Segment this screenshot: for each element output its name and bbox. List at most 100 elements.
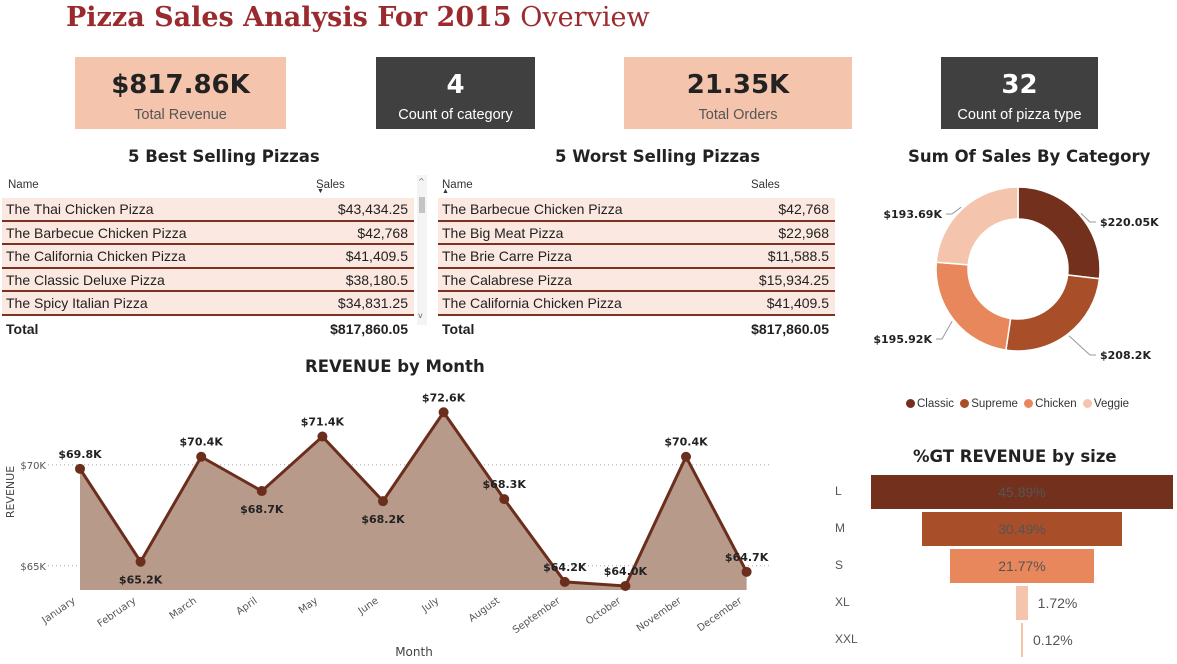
cell-sales: $41,409.5 bbox=[766, 295, 829, 311]
data-label: $64.0K bbox=[604, 565, 648, 578]
worst-selling-table[interactable]: Name ▲ Sales The Barbecue Chicken Pizza $… bbox=[438, 174, 835, 340]
table-scrollbar[interactable]: ^ v bbox=[417, 175, 427, 325]
cell-sales: $41,409.5 bbox=[345, 248, 408, 264]
kpi-label: Total Orders bbox=[698, 107, 778, 123]
cell-sales: $42,768 bbox=[778, 201, 829, 217]
funnel-bar[interactable] bbox=[1021, 623, 1023, 657]
area-fill bbox=[80, 412, 747, 590]
x-axis-label: Month bbox=[395, 645, 433, 659]
table-row[interactable]: The Barbecue Chicken Pizza $42,768 bbox=[2, 221, 414, 245]
table-row[interactable]: The Spicy Italian Pizza $34,831.25 bbox=[2, 292, 414, 316]
kpi-count-category[interactable]: 4 Count of category bbox=[376, 57, 535, 129]
col-header-sales[interactable]: Sales bbox=[316, 179, 345, 191]
col-header-sales[interactable]: Sales bbox=[751, 179, 780, 191]
table-row[interactable]: The California Chicken Pizza $41,409.5 bbox=[2, 245, 414, 269]
data-label: $68.7K bbox=[240, 503, 284, 516]
kpi-label: Count of pizza type bbox=[957, 107, 1082, 123]
table-row[interactable]: The Barbecue Chicken Pizza $42,768 bbox=[438, 198, 835, 222]
data-point bbox=[317, 431, 328, 442]
x-tick-label: January bbox=[40, 595, 78, 626]
data-point bbox=[75, 463, 85, 474]
data-label: $193.69K bbox=[883, 208, 942, 221]
table-row[interactable]: The Thai Chicken Pizza $43,434.25 bbox=[2, 198, 414, 222]
legend-item-classic[interactable]: Classic bbox=[906, 398, 954, 410]
funnel-category-label: L bbox=[835, 484, 842, 498]
col-header-name[interactable]: Name bbox=[8, 179, 39, 191]
table-row[interactable]: The Calabrese Pizza $15,934.25 bbox=[438, 268, 835, 292]
data-point bbox=[499, 494, 510, 505]
table-header: Name Sales ▼ bbox=[2, 174, 414, 198]
funnel-bar[interactable] bbox=[921, 512, 1123, 546]
legend-dot bbox=[1082, 399, 1092, 408]
cell-sales: $43,434.25 bbox=[337, 201, 408, 217]
scroll-up-icon[interactable]: ^ bbox=[418, 177, 425, 186]
table-row[interactable]: The Brie Carre Pizza $11,588.5 bbox=[438, 245, 835, 269]
legend-item-chicken[interactable]: Chicken bbox=[1024, 398, 1077, 410]
data-label: $71.4K bbox=[301, 416, 345, 429]
data-point bbox=[559, 576, 570, 587]
total-value: $817,860.05 bbox=[751, 320, 829, 337]
donut-chart-title: Sum Of Sales By Category bbox=[908, 147, 1151, 166]
legend-dot bbox=[1024, 399, 1034, 408]
kpi-count-pizza-type[interactable]: 32 Count of pizza type bbox=[941, 57, 1098, 129]
data-point bbox=[256, 486, 267, 497]
data-point bbox=[196, 451, 207, 462]
legend-label: Chicken bbox=[1035, 398, 1077, 410]
data-point bbox=[681, 451, 691, 462]
cell-sales: $11,588.5 bbox=[767, 248, 829, 264]
leader-line bbox=[946, 206, 962, 215]
data-label: $208.2K bbox=[1100, 349, 1151, 362]
cell-name: The Barbecue Chicken Pizza bbox=[442, 201, 623, 217]
x-tick-label: April bbox=[234, 595, 259, 617]
leader-line bbox=[1080, 212, 1096, 223]
best-selling-table[interactable]: Name Sales ▼ The Thai Chicken Pizza $43,4… bbox=[2, 174, 414, 340]
revenue-chart-title: REVENUE by Month bbox=[305, 357, 485, 376]
table-row[interactable]: The California Chicken Pizza $41,409.5 bbox=[438, 292, 835, 316]
legend-item-veggie[interactable]: Veggie bbox=[1082, 398, 1130, 410]
kpi-value: 32 bbox=[1001, 70, 1038, 100]
funnel-bar[interactable] bbox=[950, 549, 1094, 583]
table-header: Name ▲ Sales bbox=[438, 174, 835, 198]
scroll-down-icon[interactable]: v bbox=[418, 311, 423, 320]
sort-desc-icon: ▼ bbox=[317, 188, 324, 195]
data-label: $70.4K bbox=[180, 436, 224, 449]
funnel-value-label: 1.72% bbox=[1037, 595, 1078, 611]
x-tick-label: June bbox=[356, 595, 381, 617]
x-tick-label: May bbox=[297, 595, 320, 616]
table-total-row: Total $817,860.05 bbox=[438, 316, 835, 340]
funnel-bar[interactable] bbox=[1016, 586, 1028, 620]
donut-legend: Classic Supreme Chicken Veggie bbox=[906, 398, 1132, 410]
kpi-total-orders[interactable]: 21.35K Total Orders bbox=[624, 57, 852, 129]
col-header-name[interactable]: Name bbox=[442, 179, 473, 191]
data-point bbox=[135, 556, 146, 567]
data-label: $195.92K bbox=[873, 333, 932, 346]
category-donut-chart[interactable]: $220.05K $208.2K $195.92K $193.69K bbox=[860, 175, 1177, 395]
legend-item-supreme[interactable]: Supreme bbox=[960, 398, 1018, 410]
funnel-value-label: 0.12% bbox=[1033, 632, 1073, 648]
data-label: $70.4K bbox=[664, 436, 708, 449]
x-tick-label: July bbox=[419, 595, 441, 615]
cell-name: The California Chicken Pizza bbox=[442, 295, 622, 311]
leader-line bbox=[936, 320, 953, 340]
y-tick-label: $70K bbox=[20, 461, 46, 472]
table-row[interactable]: The Big Meat Pizza $22,968 bbox=[438, 221, 835, 245]
data-label: $220.05K bbox=[1100, 216, 1159, 229]
legend-dot bbox=[960, 399, 970, 408]
table-row[interactable]: The Classic Deluxe Pizza $38,180.5 bbox=[2, 268, 414, 292]
donut-slice bbox=[935, 186, 1019, 266]
sort-asc-icon: ▲ bbox=[442, 188, 449, 195]
legend-label: Veggie bbox=[1093, 398, 1130, 410]
data-label: $65.2K bbox=[119, 574, 163, 587]
funnel-category-label: XXL bbox=[835, 632, 858, 646]
funnel-bar[interactable] bbox=[871, 475, 1173, 509]
kpi-total-revenue[interactable]: $817.86K Total Revenue bbox=[75, 57, 286, 129]
scrollbar-thumb[interactable] bbox=[419, 197, 425, 213]
data-point bbox=[620, 580, 631, 591]
x-tick-label: November bbox=[635, 595, 685, 634]
total-label: Total bbox=[6, 320, 39, 337]
kpi-value: $817.86K bbox=[111, 70, 250, 100]
funnel-category-label: S bbox=[835, 558, 844, 572]
cell-sales: $22,968 bbox=[778, 224, 829, 241]
cell-name: The Classic Deluxe Pizza bbox=[6, 271, 165, 288]
